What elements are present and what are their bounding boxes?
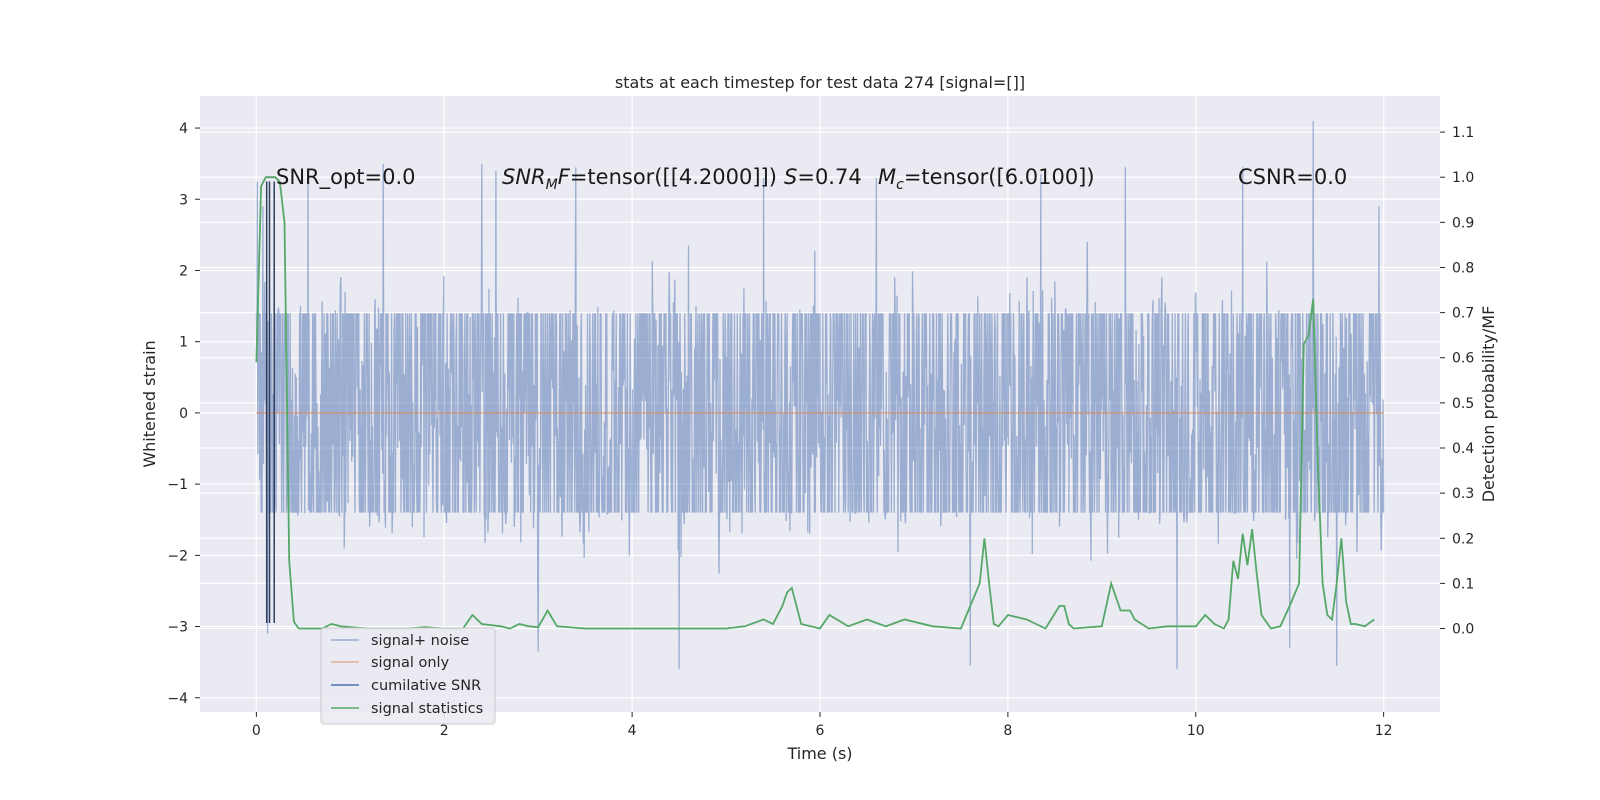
annotation-mc: Mc=tensor([6.0100]) — [878, 165, 1095, 193]
y2-axis-label: Detection probability/MF — [1479, 306, 1498, 503]
x-tick-label: 10 — [1187, 723, 1205, 739]
y2-tick-label: 0.2 — [1452, 531, 1474, 547]
y2-tick-label: 0.9 — [1452, 215, 1474, 231]
y-tick-label: 0 — [179, 406, 188, 422]
y2-tick-label: 0.0 — [1452, 622, 1474, 638]
legend-label-signal-noise: signal+ noise — [371, 633, 469, 649]
x-tick-label: 12 — [1375, 723, 1393, 739]
x-axis-label: Time (s) — [786, 744, 852, 763]
annotations: SNR_opt=0.0 SNRMF=tensor([[4.2000]]) S=0… — [276, 165, 1347, 193]
snr-mf-subscript: M — [546, 177, 558, 193]
snr-mf-value: =tensor([[4.2000]]) — [570, 165, 777, 189]
y-tick-label: 3 — [179, 192, 188, 208]
y-tick-label: 4 — [179, 121, 188, 137]
legend-label-cumulative-snr: cumilative SNR — [371, 678, 481, 694]
y-tick-label: 1 — [179, 335, 188, 351]
series-signal-noise-line — [255, 120, 1385, 670]
annotation-csnr: CSNR=0.0 — [1238, 165, 1347, 189]
y2-tick-label: 0.3 — [1452, 486, 1474, 502]
x-tick-label: 2 — [440, 723, 449, 739]
y-tick-label: −1 — [167, 477, 188, 493]
snr-mf-symbol: SNR — [502, 165, 546, 189]
y-tick-label: −3 — [167, 620, 188, 636]
x-tick-label: 6 — [816, 723, 825, 739]
y-tick-label: −2 — [167, 548, 188, 564]
x-tick-label: 8 — [1003, 723, 1012, 739]
y-tick-label: −4 — [167, 691, 188, 707]
y-tick-label: 2 — [179, 263, 188, 279]
legend-label-signal-only: signal only — [371, 655, 450, 671]
chart-title: stats at each timestep for test data 274… — [615, 73, 1025, 92]
y2-tick-label: 0.5 — [1452, 396, 1474, 412]
legend-label-signal-statistics: signal statistics — [371, 701, 483, 717]
y-axis-label: Whitened strain — [140, 340, 159, 467]
annotation-snr-opt: SNR_opt=0.0 — [276, 165, 416, 190]
annotation-s: S=0.74 — [784, 165, 862, 189]
y2-tick-label: 0.8 — [1452, 260, 1474, 276]
mc-symbol: M — [878, 165, 896, 189]
s-value: =0.74 — [797, 165, 861, 189]
ticks-layer: 0 2 4 6 8 10 12−4−3−2−1012340.00.10.20.30.40.5… — [167, 121, 1474, 739]
y2-tick-label: 0.4 — [1452, 441, 1474, 457]
snr-mf-f: F — [558, 165, 571, 189]
y2-tick-label: 1.1 — [1452, 125, 1474, 141]
y2-tick-label: 0.1 — [1452, 576, 1474, 592]
x-tick-label: 0 — [252, 723, 261, 739]
legend: signal+ noise signal only cumilative SNR… — [320, 627, 496, 725]
mc-subscript: c — [896, 177, 904, 193]
y2-tick-label: 0.6 — [1452, 351, 1474, 367]
x-tick-label: 4 — [628, 723, 637, 739]
annotation-snr-mf: SNRMF=tensor([[4.2000]]) — [502, 165, 777, 193]
s-symbol: S — [784, 165, 797, 189]
legend-box — [320, 627, 496, 725]
mc-value: =tensor([6.0100]) — [904, 165, 1095, 189]
y2-tick-label: 1.0 — [1452, 170, 1474, 186]
y2-tick-label: 0.7 — [1452, 306, 1474, 322]
